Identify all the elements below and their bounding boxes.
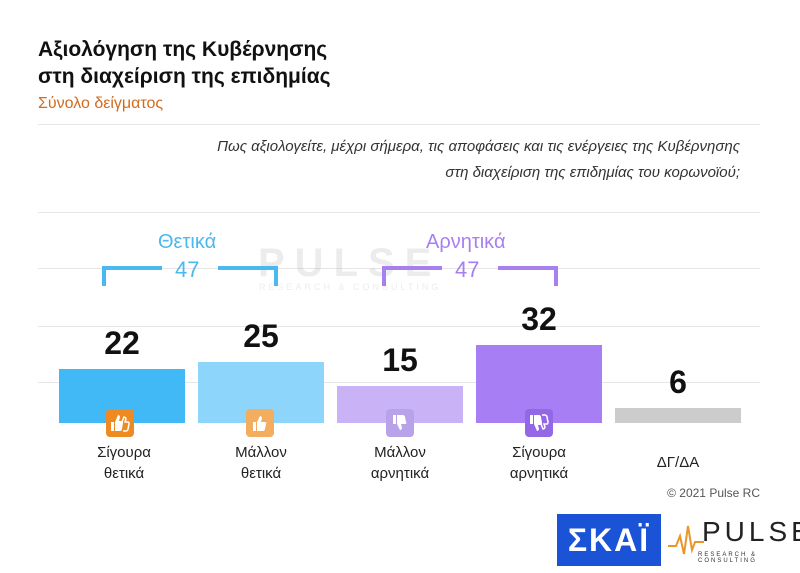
- category-line: θετικά: [240, 465, 282, 482]
- category-label: Μάλλον αρνητικά: [330, 442, 470, 484]
- category-label: Μάλλον θετικά: [191, 442, 331, 484]
- value-label: 22: [104, 325, 140, 362]
- copyright: © 2021 Pulse RC: [667, 486, 760, 500]
- category-line: αρνητικά: [509, 465, 569, 482]
- chart-title: Αξιολόγηση της Κυβέρνησης στη διαχείριση…: [38, 36, 331, 90]
- positive-group-bracket: [102, 266, 278, 286]
- negative-group-label: Αρνητικά: [426, 231, 506, 253]
- value-label: 15: [382, 342, 418, 379]
- title-line-1: Αξιολόγηση της Κυβέρνησης: [38, 38, 328, 61]
- survey-question: Πως αξιολογείτε, μέχρι σήμερα, τις αποφά…: [100, 134, 740, 186]
- positive-group-label: Θετικά: [158, 231, 217, 253]
- category-line: αρνητικά: [370, 465, 430, 482]
- double-thumbs-up-icon: [106, 409, 134, 437]
- category-line: Σίγουρα: [512, 444, 566, 461]
- thumbs-up-icon: [246, 409, 274, 437]
- pulse-heartbeat-icon: [668, 525, 704, 555]
- thumbs-down-icon: [386, 409, 414, 437]
- negative-group-bracket: [382, 266, 558, 286]
- category-line: Σίγουρα: [97, 444, 151, 461]
- pulse-logo-word: PULSE: [702, 516, 800, 547]
- category-line: Μάλλον: [374, 444, 426, 461]
- pulse-logo: PULSE RESEARCH & CONSULTING: [668, 514, 800, 566]
- category-label: ΔΓ/ΔΑ: [608, 452, 748, 473]
- bar-dont-know: [615, 408, 741, 423]
- category-line: ΔΓ/ΔΑ: [656, 454, 700, 471]
- value-label: 6: [669, 364, 687, 401]
- grid-line: [38, 124, 760, 125]
- question-line-2: στη διαχείριση της επιδημίας του κορωνοϊ…: [445, 164, 740, 181]
- category-line: θετικά: [103, 465, 145, 482]
- negative-group-total: 47: [455, 257, 480, 282]
- category-line: Μάλλον: [235, 444, 287, 461]
- skai-logo: ΣΚΑΪ: [557, 514, 661, 566]
- chart-subtitle: Σύνολο δείγματος: [38, 95, 164, 112]
- value-label: 25: [243, 317, 279, 354]
- double-thumbs-down-icon: [525, 409, 553, 437]
- category-label: Σίγουρα αρνητικά: [469, 442, 609, 484]
- grid-line: [38, 326, 760, 327]
- value-label: 32: [521, 300, 557, 337]
- grid-line: [38, 212, 760, 213]
- positive-group-total: 47: [175, 257, 200, 282]
- question-line-1: Πως αξιολογείτε, μέχρι σήμερα, τις αποφά…: [217, 138, 740, 155]
- pulse-logo-sub: RESEARCH & CONSULTING: [698, 552, 758, 564]
- grid-line: [38, 382, 760, 383]
- title-line-2: στη διαχείριση της επιδημίας: [38, 65, 331, 88]
- category-label: Σίγουρα θετικά: [54, 442, 194, 484]
